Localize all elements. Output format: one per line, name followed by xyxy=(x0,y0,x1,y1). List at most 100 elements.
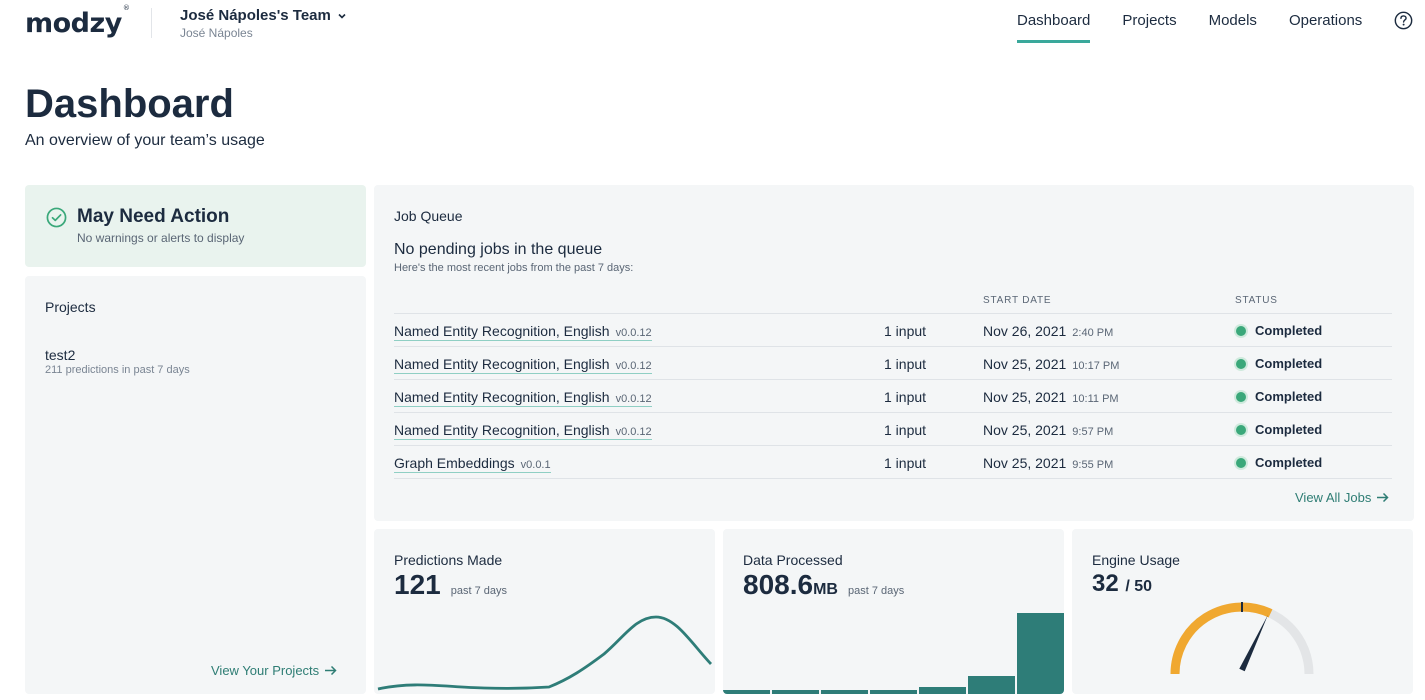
engine-usage-gauge xyxy=(1170,602,1314,675)
data-bar xyxy=(821,690,868,694)
job-model-link[interactable]: Named Entity Recognition, English v0.0.12 xyxy=(394,389,652,407)
job-start-date: Nov 25, 2021 10:11 PM xyxy=(983,389,1119,405)
job-status: Completed xyxy=(1236,356,1322,371)
status-dot-icon xyxy=(1236,358,1246,369)
data-bar xyxy=(870,690,917,694)
project-name[interactable]: test2 xyxy=(45,347,76,363)
queue-heading: No pending jobs in the queue xyxy=(394,241,603,258)
nav-projects[interactable]: Projects xyxy=(1122,12,1177,29)
modzy-logo[interactable]: modzy® xyxy=(25,4,130,39)
job-inputs: 1 input xyxy=(884,323,927,339)
job-name: Named Entity Recognition, English xyxy=(394,422,610,438)
engine-usage-value: 32 xyxy=(1092,570,1119,597)
job-status: Completed xyxy=(1236,455,1322,470)
predictions-trend-line xyxy=(377,615,713,691)
nav-models[interactable]: Models xyxy=(1208,12,1257,29)
status-dot-icon xyxy=(1236,325,1246,336)
job-version: v0.0.12 xyxy=(615,360,652,372)
engine-usage-title: Engine Usage xyxy=(1092,552,1180,568)
team-switcher[interactable]: José Nápoles's Team José Nápoles xyxy=(180,7,347,40)
job-queue-label: Job Queue xyxy=(394,208,463,224)
data-bar xyxy=(968,676,1015,694)
predictions-period: past 7 days xyxy=(450,585,507,597)
nav-operations[interactable]: Operations xyxy=(1288,12,1363,29)
view-projects-label: View Your Projects xyxy=(211,663,320,678)
job-row: Graph Embeddings v0.0.1 1 input Nov 25, 2… xyxy=(394,446,1392,479)
job-queue-card: Job Queue No pending jobs in the queue H… xyxy=(374,185,1414,521)
header-divider xyxy=(151,8,152,38)
job-start-date: Nov 25, 2021 9:57 PM xyxy=(983,422,1113,438)
job-start-date: Nov 25, 2021 10:17 PM xyxy=(983,356,1119,372)
job-model-link[interactable]: Named Entity Recognition, English v0.0.12 xyxy=(394,356,652,374)
job-date: Nov 25, 2021 xyxy=(983,389,1067,405)
engine-usage-max: / 50 xyxy=(1125,578,1153,595)
job-name: Named Entity Recognition, English xyxy=(394,323,610,339)
job-time: 2:40 PM xyxy=(1072,327,1114,339)
job-row: Named Entity Recognition, English v0.0.12… xyxy=(394,413,1392,446)
job-name: Named Entity Recognition, English xyxy=(394,356,610,372)
data-bar xyxy=(723,690,770,694)
projects-card: Projects test2 211 predictions in past 7… xyxy=(25,276,366,694)
job-table: Named Entity Recognition, English v0.0.12… xyxy=(394,313,1392,479)
job-status-label: Completed xyxy=(1255,389,1323,404)
data-processed-title: Data Processed xyxy=(743,552,843,568)
status-dot-icon xyxy=(1236,424,1246,435)
predictions-card: Predictions Made 121 past 7 days xyxy=(374,529,715,694)
user-name: José Nápoles xyxy=(180,26,253,40)
data-processed-period: past 7 days xyxy=(847,585,905,597)
job-date: Nov 25, 2021 xyxy=(983,356,1067,372)
column-header-status: STATUS xyxy=(1235,295,1278,306)
view-all-jobs-link[interactable]: View All Jobs xyxy=(1295,490,1389,505)
job-status-label: Completed xyxy=(1255,455,1323,470)
logo-text: modzy xyxy=(25,8,122,39)
view-projects-link[interactable]: View Your Projects xyxy=(211,663,337,678)
job-inputs: 1 input xyxy=(884,455,927,471)
job-model-link[interactable]: Named Entity Recognition, English v0.0.12 xyxy=(394,323,652,341)
predictions-value-row: 121 past 7 days xyxy=(394,569,507,601)
job-status: Completed xyxy=(1236,389,1322,404)
job-status: Completed xyxy=(1236,323,1322,338)
arrow-right-icon xyxy=(325,665,337,676)
status-dot-icon xyxy=(1236,391,1246,402)
job-model-link[interactable]: Named Entity Recognition, English v0.0.12 xyxy=(394,422,652,440)
job-time: 10:11 PM xyxy=(1072,393,1119,405)
job-version: v0.0.12 xyxy=(615,393,652,405)
job-status-label: Completed xyxy=(1255,323,1323,338)
job-inputs: 1 input xyxy=(884,356,927,372)
job-start-date: Nov 26, 2021 2:40 PM xyxy=(983,323,1113,339)
job-time: 10:17 PM xyxy=(1072,360,1120,372)
job-status: Completed xyxy=(1236,422,1322,437)
job-date: Nov 25, 2021 xyxy=(983,455,1067,471)
status-dot-icon xyxy=(1236,457,1246,468)
job-inputs: 1 input xyxy=(884,422,927,438)
job-version: v0.0.12 xyxy=(615,327,652,339)
page-subtitle: An overview of your team’s usage xyxy=(25,132,265,149)
predictions-value: 121 xyxy=(394,569,441,600)
engine-usage-value-row: 32 / 50 xyxy=(1092,570,1152,598)
data-processed-card: Data Processed 808.6MB past 7 days xyxy=(723,529,1064,694)
job-model-link[interactable]: Graph Embeddings v0.0.1 xyxy=(394,455,551,473)
help-circle-icon[interactable] xyxy=(1394,11,1413,30)
nav-dashboard[interactable]: Dashboard xyxy=(1017,12,1091,43)
data-processed-value: 808.6 xyxy=(743,569,814,600)
logo-registered-mark: ® xyxy=(122,4,130,12)
projects-label: Projects xyxy=(45,299,96,315)
job-row: Named Entity Recognition, English v0.0.12… xyxy=(394,347,1392,380)
job-start-date: Nov 25, 2021 9:55 PM xyxy=(983,455,1113,471)
job-version: v0.0.12 xyxy=(615,426,652,438)
check-circle-icon xyxy=(46,207,67,228)
job-name: Graph Embeddings xyxy=(394,455,515,471)
job-version: v0.0.1 xyxy=(520,459,551,471)
team-name: José Nápoles's Team xyxy=(180,7,331,24)
column-header-start-date: START DATE xyxy=(983,295,1052,306)
queue-subheading: Here's the most recent jobs from the pas… xyxy=(394,262,634,274)
data-processed-unit: MB xyxy=(813,581,838,598)
engine-usage-card: Engine Usage 32 / 50 xyxy=(1072,529,1413,694)
job-status-label: Completed xyxy=(1255,422,1323,437)
project-meta: 211 predictions in past 7 days xyxy=(45,364,190,376)
job-time: 9:55 PM xyxy=(1072,459,1114,471)
job-name: Named Entity Recognition, English xyxy=(394,389,610,405)
data-bar xyxy=(919,687,966,694)
status-message: No warnings or alerts to display xyxy=(77,231,245,245)
data-processed-value-row: 808.6MB past 7 days xyxy=(743,569,904,601)
